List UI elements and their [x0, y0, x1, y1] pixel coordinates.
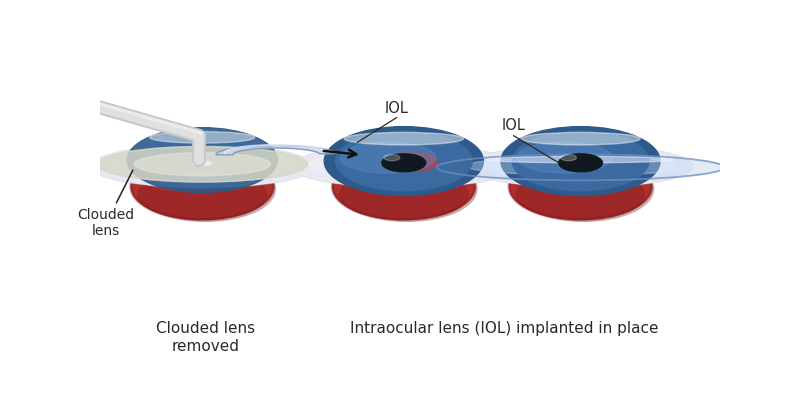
Ellipse shape	[340, 142, 436, 173]
Ellipse shape	[324, 127, 483, 196]
Ellipse shape	[437, 154, 724, 180]
Ellipse shape	[386, 152, 438, 171]
Ellipse shape	[98, 147, 307, 182]
Ellipse shape	[98, 147, 307, 182]
Ellipse shape	[470, 145, 691, 187]
Ellipse shape	[561, 155, 577, 161]
Text: Intraocular lens (IOL) implanted in place: Intraocular lens (IOL) implanted in plac…	[350, 322, 659, 337]
Ellipse shape	[514, 157, 654, 221]
Ellipse shape	[335, 131, 472, 191]
Ellipse shape	[344, 132, 463, 145]
Ellipse shape	[193, 161, 212, 166]
Ellipse shape	[134, 153, 270, 176]
Ellipse shape	[382, 154, 426, 172]
Ellipse shape	[501, 127, 660, 196]
Ellipse shape	[108, 149, 296, 181]
Ellipse shape	[466, 157, 695, 175]
Ellipse shape	[90, 145, 314, 188]
Ellipse shape	[517, 142, 612, 173]
Text: IOL: IOL	[502, 118, 526, 133]
Ellipse shape	[486, 149, 674, 181]
Text: Clouded lens
removed: Clouded lens removed	[156, 322, 255, 354]
Ellipse shape	[340, 170, 468, 220]
Ellipse shape	[521, 132, 640, 145]
Ellipse shape	[343, 163, 422, 191]
Ellipse shape	[509, 154, 652, 220]
Ellipse shape	[138, 133, 266, 188]
Ellipse shape	[294, 145, 514, 187]
Ellipse shape	[142, 163, 220, 191]
Text: IOL: IOL	[385, 101, 409, 116]
Ellipse shape	[127, 128, 278, 193]
Ellipse shape	[136, 157, 275, 221]
Ellipse shape	[512, 131, 649, 191]
Ellipse shape	[131, 154, 274, 220]
Polygon shape	[216, 145, 337, 155]
Text: Clouded
lens: Clouded lens	[78, 170, 134, 239]
Ellipse shape	[310, 149, 498, 181]
Ellipse shape	[516, 170, 645, 220]
Ellipse shape	[92, 145, 313, 187]
Ellipse shape	[338, 157, 477, 221]
Ellipse shape	[520, 163, 598, 191]
Ellipse shape	[150, 131, 255, 143]
Ellipse shape	[292, 145, 515, 188]
Ellipse shape	[138, 170, 266, 220]
Ellipse shape	[333, 154, 475, 220]
Ellipse shape	[487, 156, 674, 163]
Ellipse shape	[558, 154, 602, 172]
Ellipse shape	[384, 155, 400, 161]
Ellipse shape	[469, 145, 692, 188]
